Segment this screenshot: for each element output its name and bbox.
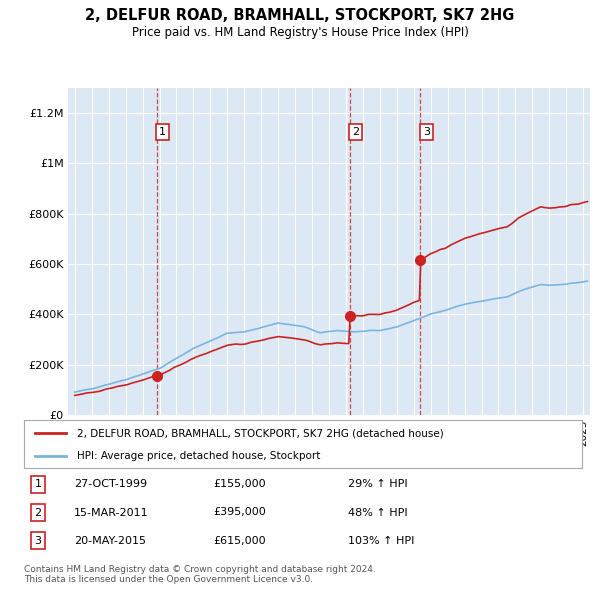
Text: Contains HM Land Registry data © Crown copyright and database right 2024.
This d: Contains HM Land Registry data © Crown c… — [24, 565, 376, 584]
Text: £615,000: £615,000 — [214, 536, 266, 546]
Text: 2, DELFUR ROAD, BRAMHALL, STOCKPORT, SK7 2HG: 2, DELFUR ROAD, BRAMHALL, STOCKPORT, SK7… — [85, 8, 515, 23]
Text: Price paid vs. HM Land Registry's House Price Index (HPI): Price paid vs. HM Land Registry's House … — [131, 26, 469, 39]
Text: 2, DELFUR ROAD, BRAMHALL, STOCKPORT, SK7 2HG (detached house): 2, DELFUR ROAD, BRAMHALL, STOCKPORT, SK7… — [77, 428, 444, 438]
Text: HPI: Average price, detached house, Stockport: HPI: Average price, detached house, Stoc… — [77, 451, 320, 461]
Text: 20-MAY-2015: 20-MAY-2015 — [74, 536, 146, 546]
Text: 3: 3 — [423, 127, 430, 137]
Text: 1: 1 — [34, 480, 41, 490]
Text: 103% ↑ HPI: 103% ↑ HPI — [347, 536, 414, 546]
Text: 2: 2 — [34, 507, 41, 517]
Text: 27-OCT-1999: 27-OCT-1999 — [74, 480, 148, 490]
Text: 2: 2 — [352, 127, 359, 137]
Text: 3: 3 — [34, 536, 41, 546]
Text: £155,000: £155,000 — [214, 480, 266, 490]
Text: 48% ↑ HPI: 48% ↑ HPI — [347, 507, 407, 517]
Text: 15-MAR-2011: 15-MAR-2011 — [74, 507, 149, 517]
Text: £395,000: £395,000 — [214, 507, 266, 517]
Text: 29% ↑ HPI: 29% ↑ HPI — [347, 480, 407, 490]
Text: 1: 1 — [159, 127, 166, 137]
